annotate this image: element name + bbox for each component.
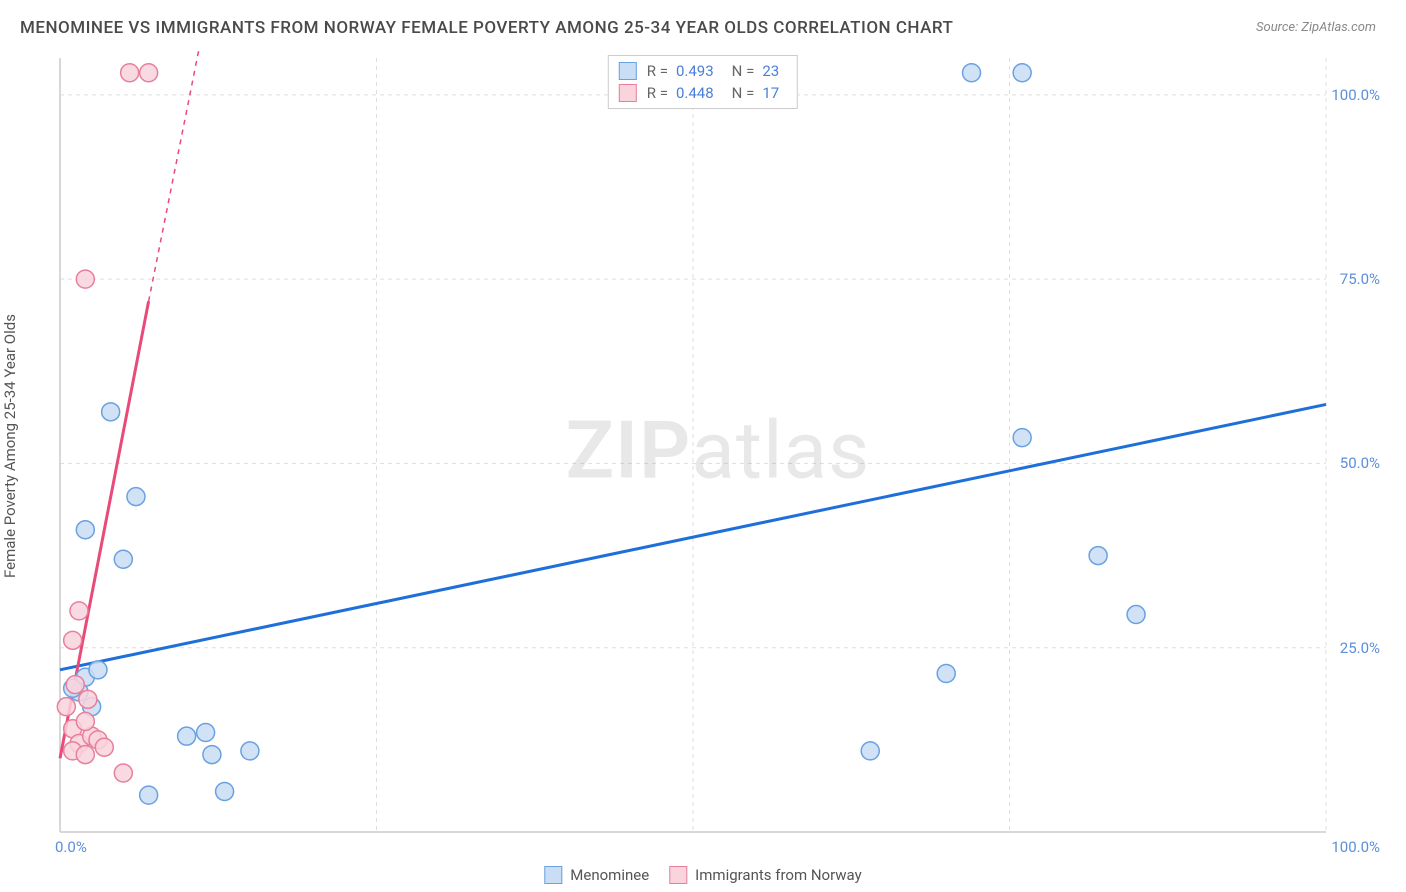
series-legend-label: Immigrants from Norway: [695, 866, 862, 884]
correlation-legend-row: R = 0.448 N = 17: [619, 82, 787, 104]
chart-area: ZIPatlas: [50, 48, 1386, 862]
series-legend-item: Immigrants from Norway: [669, 866, 862, 884]
chart-title: MENOMINEE VS IMMIGRANTS FROM NORWAY FEMA…: [20, 18, 953, 38]
correlation-legend: R = 0.493 N = 23 R = 0.448 N = 17: [608, 55, 798, 109]
x-tick-label: 100.0%: [1331, 838, 1380, 856]
x-tick-label: 0.0%: [55, 838, 87, 856]
series-legend-item: Menominee: [544, 866, 649, 884]
n-label: N =: [732, 62, 755, 80]
legend-swatch: [544, 866, 562, 884]
y-axis-label: Female Poverty Among 25-34 Year Olds: [1, 314, 19, 578]
y-tick-label: 100.0%: [1331, 86, 1380, 104]
source-label: Source: ZipAtlas.com: [1256, 20, 1376, 35]
n-value: 17: [762, 84, 779, 102]
legend-swatch: [619, 84, 637, 102]
n-value: 23: [762, 62, 779, 80]
correlation-legend-row: R = 0.493 N = 23: [619, 60, 787, 82]
legend-swatch: [669, 866, 687, 884]
r-label: R =: [647, 62, 668, 80]
r-value: 0.493: [676, 62, 714, 80]
n-label: N =: [732, 84, 755, 102]
y-tick-label: 25.0%: [1340, 639, 1380, 657]
r-label: R =: [647, 84, 668, 102]
series-legend: Menominee Immigrants from Norway: [544, 866, 861, 884]
scatter-plot: [50, 48, 1386, 862]
y-tick-label: 75.0%: [1340, 270, 1380, 288]
y-tick-label: 50.0%: [1340, 454, 1380, 472]
series-legend-label: Menominee: [570, 866, 649, 884]
r-value: 0.448: [676, 84, 714, 102]
legend-swatch: [619, 62, 637, 80]
